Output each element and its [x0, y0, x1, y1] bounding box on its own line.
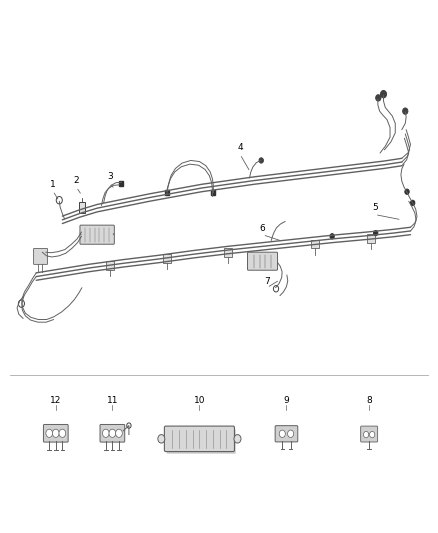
FancyBboxPatch shape	[360, 426, 378, 442]
Bar	[311, 240, 319, 248]
Text: 4: 4	[237, 143, 243, 152]
FancyBboxPatch shape	[34, 248, 47, 264]
Circle shape	[330, 233, 334, 239]
Circle shape	[374, 230, 378, 236]
Text: 12: 12	[50, 396, 61, 405]
Circle shape	[410, 200, 415, 206]
Circle shape	[59, 429, 66, 438]
Bar	[106, 261, 114, 270]
Circle shape	[102, 429, 109, 438]
Text: 11: 11	[106, 396, 118, 405]
Circle shape	[279, 430, 285, 438]
Circle shape	[403, 108, 408, 114]
Bar	[224, 248, 232, 257]
FancyBboxPatch shape	[275, 426, 298, 442]
FancyBboxPatch shape	[43, 424, 68, 442]
Circle shape	[158, 434, 165, 443]
Text: 10: 10	[194, 396, 205, 405]
Text: 5: 5	[372, 204, 378, 213]
Text: 3: 3	[107, 172, 113, 181]
Bar	[163, 254, 171, 263]
FancyBboxPatch shape	[100, 424, 125, 442]
Text: 8: 8	[366, 396, 372, 405]
Text: 2: 2	[74, 176, 79, 185]
Circle shape	[364, 431, 369, 438]
FancyBboxPatch shape	[247, 252, 278, 270]
Bar	[79, 202, 85, 214]
Circle shape	[116, 429, 122, 438]
FancyBboxPatch shape	[80, 225, 114, 244]
Text: 9: 9	[283, 396, 290, 405]
Text: 1: 1	[50, 180, 56, 189]
Circle shape	[234, 434, 241, 443]
Circle shape	[109, 429, 116, 438]
Circle shape	[288, 430, 294, 438]
Bar	[367, 234, 375, 243]
Circle shape	[405, 189, 409, 195]
FancyBboxPatch shape	[164, 426, 234, 451]
Text: 7: 7	[264, 277, 270, 286]
Circle shape	[53, 429, 59, 438]
FancyBboxPatch shape	[166, 429, 236, 454]
Circle shape	[46, 429, 53, 438]
Circle shape	[370, 431, 375, 438]
Text: 6: 6	[260, 223, 265, 232]
Circle shape	[381, 91, 387, 98]
Circle shape	[259, 158, 263, 163]
Circle shape	[376, 95, 381, 101]
